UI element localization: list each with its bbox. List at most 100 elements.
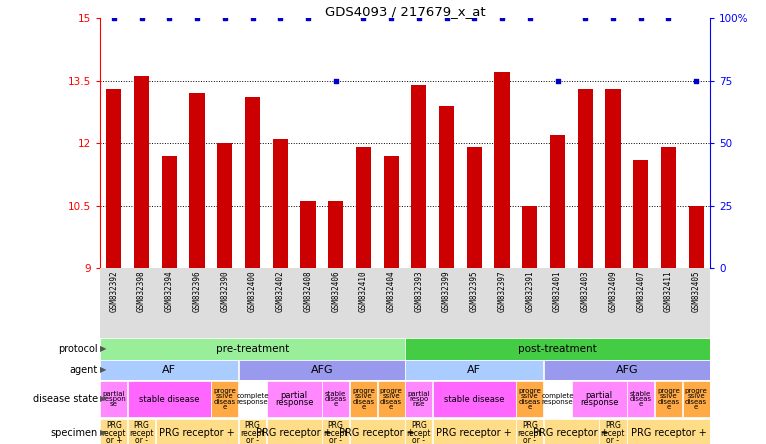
- Text: GSM832392: GSM832392: [110, 270, 119, 312]
- Bar: [405, 361, 543, 380]
- Point: [634, 15, 647, 22]
- Text: GSM832394: GSM832394: [165, 270, 174, 312]
- Bar: [544, 419, 599, 444]
- Text: PRG receptor +: PRG receptor +: [159, 428, 235, 438]
- Bar: [106, 89, 122, 268]
- Text: PRG
recept
or -: PRG recept or -: [407, 420, 431, 444]
- Text: progre
ssive
diseas
e: progre ssive diseas e: [380, 388, 402, 410]
- Point: [302, 15, 314, 22]
- Point: [274, 15, 286, 22]
- Bar: [411, 85, 427, 268]
- Text: ▶: ▶: [100, 365, 106, 374]
- Bar: [239, 419, 266, 444]
- Text: disease state: disease state: [33, 394, 98, 404]
- Bar: [544, 381, 571, 417]
- Point: [163, 15, 175, 22]
- Bar: [661, 147, 676, 268]
- Text: GSM832405: GSM832405: [692, 270, 701, 312]
- Text: GSM832406: GSM832406: [331, 270, 340, 312]
- Text: progre
ssive
diseas
e: progre ssive diseas e: [657, 388, 679, 410]
- Bar: [405, 381, 433, 417]
- Text: PRG
recept
or -: PRG recept or -: [129, 420, 154, 444]
- Text: PRG
recept
or +: PRG recept or +: [102, 420, 126, 444]
- Point: [136, 15, 148, 22]
- Text: PRG receptor +: PRG receptor +: [256, 428, 332, 438]
- Bar: [516, 419, 543, 444]
- Bar: [439, 106, 454, 268]
- Text: progre
ssive
diseas
e: progre ssive diseas e: [214, 388, 236, 410]
- Text: GSM832395: GSM832395: [470, 270, 479, 312]
- Text: GSM832398: GSM832398: [137, 270, 146, 312]
- Bar: [267, 419, 322, 444]
- Bar: [350, 419, 404, 444]
- Text: partial
response: partial response: [580, 391, 618, 408]
- Text: GSM832407: GSM832407: [637, 270, 645, 312]
- Text: stable disease: stable disease: [444, 395, 505, 404]
- Point: [191, 15, 203, 22]
- Text: GSM832393: GSM832393: [414, 270, 424, 312]
- Bar: [355, 147, 371, 268]
- Text: post-treatment: post-treatment: [518, 344, 597, 354]
- Text: PRG receptor +: PRG receptor +: [437, 428, 512, 438]
- Bar: [211, 381, 238, 417]
- Bar: [627, 381, 654, 417]
- Bar: [322, 419, 349, 444]
- Text: partial
respon
se: partial respon se: [102, 391, 126, 407]
- Text: partial
response: partial response: [275, 391, 313, 408]
- Bar: [134, 76, 149, 268]
- Text: ▶: ▶: [100, 395, 106, 404]
- Bar: [578, 89, 593, 268]
- Bar: [633, 160, 648, 268]
- Point: [690, 77, 702, 84]
- Text: PRG
recept
or -: PRG recept or -: [241, 420, 265, 444]
- Point: [607, 15, 619, 22]
- Text: stable
diseas
e: stable diseas e: [630, 391, 652, 407]
- Bar: [550, 135, 565, 268]
- Bar: [516, 381, 543, 417]
- Bar: [239, 361, 404, 380]
- Point: [496, 15, 508, 22]
- Bar: [100, 338, 404, 360]
- Text: GSM832400: GSM832400: [248, 270, 257, 312]
- Bar: [100, 381, 127, 417]
- Text: ▶: ▶: [100, 345, 106, 353]
- Bar: [267, 381, 322, 417]
- Bar: [155, 419, 238, 444]
- Bar: [494, 72, 509, 268]
- Point: [440, 15, 453, 22]
- Bar: [217, 143, 232, 268]
- Bar: [466, 147, 482, 268]
- Point: [552, 77, 564, 84]
- Bar: [245, 97, 260, 268]
- Text: AF: AF: [467, 365, 481, 375]
- Text: complete
response: complete response: [542, 393, 574, 404]
- Text: GSM832409: GSM832409: [608, 270, 617, 312]
- Bar: [300, 201, 316, 268]
- Text: PRG
recept
or -: PRG recept or -: [601, 420, 625, 444]
- Point: [524, 15, 536, 22]
- Text: GDS4093 / 217679_x_at: GDS4093 / 217679_x_at: [325, 5, 486, 19]
- Text: GSM832402: GSM832402: [276, 270, 285, 312]
- Bar: [627, 419, 710, 444]
- Text: progre
ssive
diseas
e: progre ssive diseas e: [519, 388, 541, 410]
- Text: AFG: AFG: [310, 365, 333, 375]
- Bar: [128, 419, 155, 444]
- Text: GSM832403: GSM832403: [581, 270, 590, 312]
- Bar: [522, 206, 538, 268]
- Text: GSM832397: GSM832397: [498, 270, 506, 312]
- Text: GSM832401: GSM832401: [553, 270, 562, 312]
- Point: [218, 15, 231, 22]
- Point: [247, 15, 259, 22]
- Bar: [100, 419, 127, 444]
- Text: progre
ssive
diseas
e: progre ssive diseas e: [685, 388, 708, 410]
- Text: GSM832408: GSM832408: [303, 270, 313, 312]
- Text: ▶: ▶: [100, 428, 106, 437]
- Text: agent: agent: [70, 365, 98, 375]
- Bar: [189, 93, 205, 268]
- Bar: [100, 361, 238, 380]
- Bar: [689, 206, 704, 268]
- Text: AFG: AFG: [616, 365, 638, 375]
- Text: stable
diseas
e: stable diseas e: [325, 391, 347, 407]
- Bar: [571, 381, 627, 417]
- Bar: [405, 338, 710, 360]
